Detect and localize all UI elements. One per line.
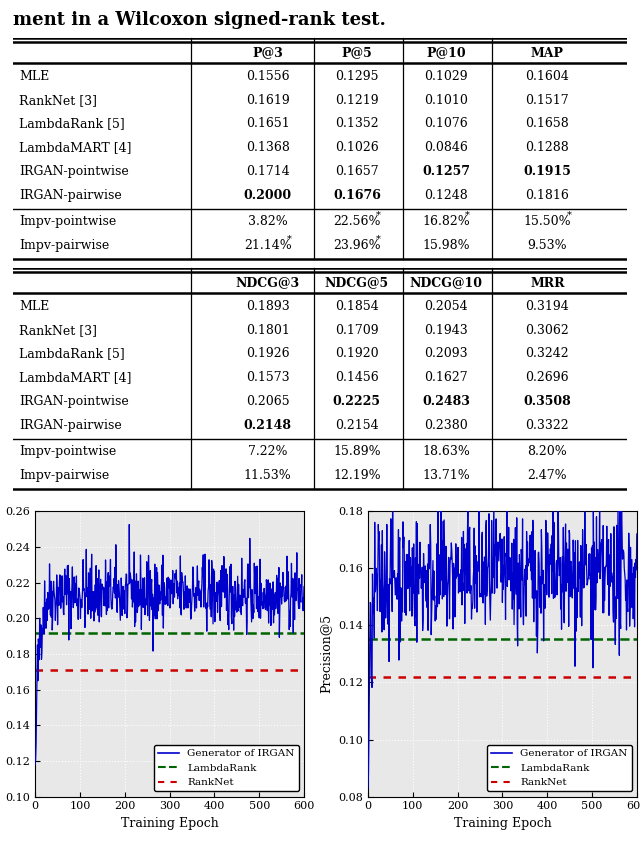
Text: IRGAN-pairwise: IRGAN-pairwise <box>19 188 122 202</box>
Text: 16.82%: 16.82% <box>422 216 470 228</box>
Text: 15.89%: 15.89% <box>333 446 381 458</box>
Text: 0.1915: 0.1915 <box>524 165 572 178</box>
Text: 0.2483: 0.2483 <box>422 395 470 408</box>
Text: 0.1248: 0.1248 <box>424 188 468 202</box>
Text: *: * <box>465 210 470 220</box>
Text: 0.1709: 0.1709 <box>335 324 379 337</box>
Text: MRR: MRR <box>530 277 564 290</box>
Text: 12.19%: 12.19% <box>333 469 381 482</box>
Text: 2.47%: 2.47% <box>527 469 567 482</box>
Text: 0.2225: 0.2225 <box>333 395 381 408</box>
Text: 0.1076: 0.1076 <box>424 118 468 130</box>
Text: ment in a Wilcoxon signed-rank test.: ment in a Wilcoxon signed-rank test. <box>13 10 386 29</box>
Text: IRGAN-pointwise: IRGAN-pointwise <box>19 165 129 178</box>
Text: 0.1604: 0.1604 <box>525 70 569 83</box>
Text: 0.1029: 0.1029 <box>424 70 468 83</box>
Text: LambdaMART [4]: LambdaMART [4] <box>19 371 131 384</box>
Text: P@5: P@5 <box>342 47 372 60</box>
Text: MLE: MLE <box>19 70 49 83</box>
Legend: Generator of IRGAN, LambdaRank, RankNet: Generator of IRGAN, LambdaRank, RankNet <box>486 745 632 792</box>
Text: 0.0846: 0.0846 <box>424 141 468 154</box>
Text: 0.1816: 0.1816 <box>525 188 569 202</box>
Text: *: * <box>376 210 381 220</box>
Text: 0.1854: 0.1854 <box>335 300 379 313</box>
Text: Impv-pointwise: Impv-pointwise <box>19 446 116 458</box>
Text: P@10: P@10 <box>426 47 466 60</box>
Text: LambdaRank [5]: LambdaRank [5] <box>19 348 125 360</box>
Text: Impv-pairwise: Impv-pairwise <box>19 469 109 482</box>
Text: 0.1010: 0.1010 <box>424 94 468 106</box>
Text: 8.20%: 8.20% <box>527 446 567 458</box>
Text: 0.1926: 0.1926 <box>246 348 289 360</box>
Text: 18.63%: 18.63% <box>422 446 470 458</box>
Text: 9.53%: 9.53% <box>527 239 567 252</box>
Text: 0.2054: 0.2054 <box>424 300 468 313</box>
Text: 0.3322: 0.3322 <box>525 418 569 432</box>
Text: 0.1368: 0.1368 <box>246 141 290 154</box>
Text: 0.3062: 0.3062 <box>525 324 569 337</box>
Text: 0.1288: 0.1288 <box>525 141 569 154</box>
Text: IRGAN-pairwise: IRGAN-pairwise <box>19 418 122 432</box>
Text: 0.3194: 0.3194 <box>525 300 569 313</box>
Text: 0.2154: 0.2154 <box>335 418 379 432</box>
Text: RankNet [3]: RankNet [3] <box>19 94 97 106</box>
Text: 0.3242: 0.3242 <box>525 348 569 360</box>
Text: IRGAN-pointwise: IRGAN-pointwise <box>19 395 129 408</box>
Text: 0.1714: 0.1714 <box>246 165 290 178</box>
Text: 0.1352: 0.1352 <box>335 118 379 130</box>
Text: 0.2093: 0.2093 <box>424 348 468 360</box>
Text: 0.2380: 0.2380 <box>424 418 468 432</box>
Text: Impv-pairwise: Impv-pairwise <box>19 239 109 252</box>
Text: NDCG@3: NDCG@3 <box>236 277 300 290</box>
Text: 0.1619: 0.1619 <box>246 94 290 106</box>
Text: LambdaRank [5]: LambdaRank [5] <box>19 118 125 130</box>
Text: 7.22%: 7.22% <box>248 446 287 458</box>
Text: 0.2000: 0.2000 <box>244 188 292 202</box>
Text: *: * <box>566 210 572 220</box>
Text: 0.1801: 0.1801 <box>246 324 290 337</box>
Text: 0.1658: 0.1658 <box>525 118 569 130</box>
Text: 0.1026: 0.1026 <box>335 141 379 154</box>
Text: 13.71%: 13.71% <box>422 469 470 482</box>
X-axis label: Training Epoch: Training Epoch <box>121 817 218 830</box>
Text: *: * <box>287 234 292 244</box>
Text: P@3: P@3 <box>252 47 283 60</box>
Text: 0.1920: 0.1920 <box>335 348 379 360</box>
Text: 15.98%: 15.98% <box>422 239 470 252</box>
Text: 3.82%: 3.82% <box>248 216 287 228</box>
Legend: Generator of IRGAN, LambdaRank, RankNet: Generator of IRGAN, LambdaRank, RankNet <box>154 745 299 792</box>
X-axis label: Training Epoch: Training Epoch <box>454 817 551 830</box>
Text: 15.50%: 15.50% <box>524 216 571 228</box>
Text: 0.1627: 0.1627 <box>424 371 468 384</box>
Text: 0.1517: 0.1517 <box>525 94 569 106</box>
Text: 0.1556: 0.1556 <box>246 70 289 83</box>
Text: 0.1257: 0.1257 <box>422 165 470 178</box>
Text: 0.1657: 0.1657 <box>335 165 379 178</box>
Text: 0.1893: 0.1893 <box>246 300 290 313</box>
Text: 0.2065: 0.2065 <box>246 395 289 408</box>
Text: 0.1219: 0.1219 <box>335 94 379 106</box>
Text: 22.56%: 22.56% <box>333 216 381 228</box>
Text: 0.2148: 0.2148 <box>244 418 292 432</box>
Text: Impv-pointwise: Impv-pointwise <box>19 216 116 228</box>
Text: 11.53%: 11.53% <box>244 469 292 482</box>
Text: 0.1676: 0.1676 <box>333 188 381 202</box>
Text: 0.1573: 0.1573 <box>246 371 289 384</box>
Text: 23.96%: 23.96% <box>333 239 381 252</box>
Text: NDCG@10: NDCG@10 <box>410 277 483 290</box>
Text: LambdaMART [4]: LambdaMART [4] <box>19 141 131 154</box>
Text: 0.1943: 0.1943 <box>424 324 468 337</box>
Text: MAP: MAP <box>531 47 564 60</box>
Text: 0.2696: 0.2696 <box>525 371 569 384</box>
Text: NDCG@5: NDCG@5 <box>325 277 389 290</box>
Y-axis label: Precision@5: Precision@5 <box>320 614 333 694</box>
Text: 0.1456: 0.1456 <box>335 371 379 384</box>
Text: 21.14%: 21.14% <box>244 239 292 252</box>
Text: *: * <box>376 234 381 244</box>
Text: RankNet [3]: RankNet [3] <box>19 324 97 337</box>
Text: MLE: MLE <box>19 300 49 313</box>
Text: 0.3508: 0.3508 <box>524 395 572 408</box>
Text: 0.1651: 0.1651 <box>246 118 290 130</box>
Text: 0.1295: 0.1295 <box>335 70 379 83</box>
